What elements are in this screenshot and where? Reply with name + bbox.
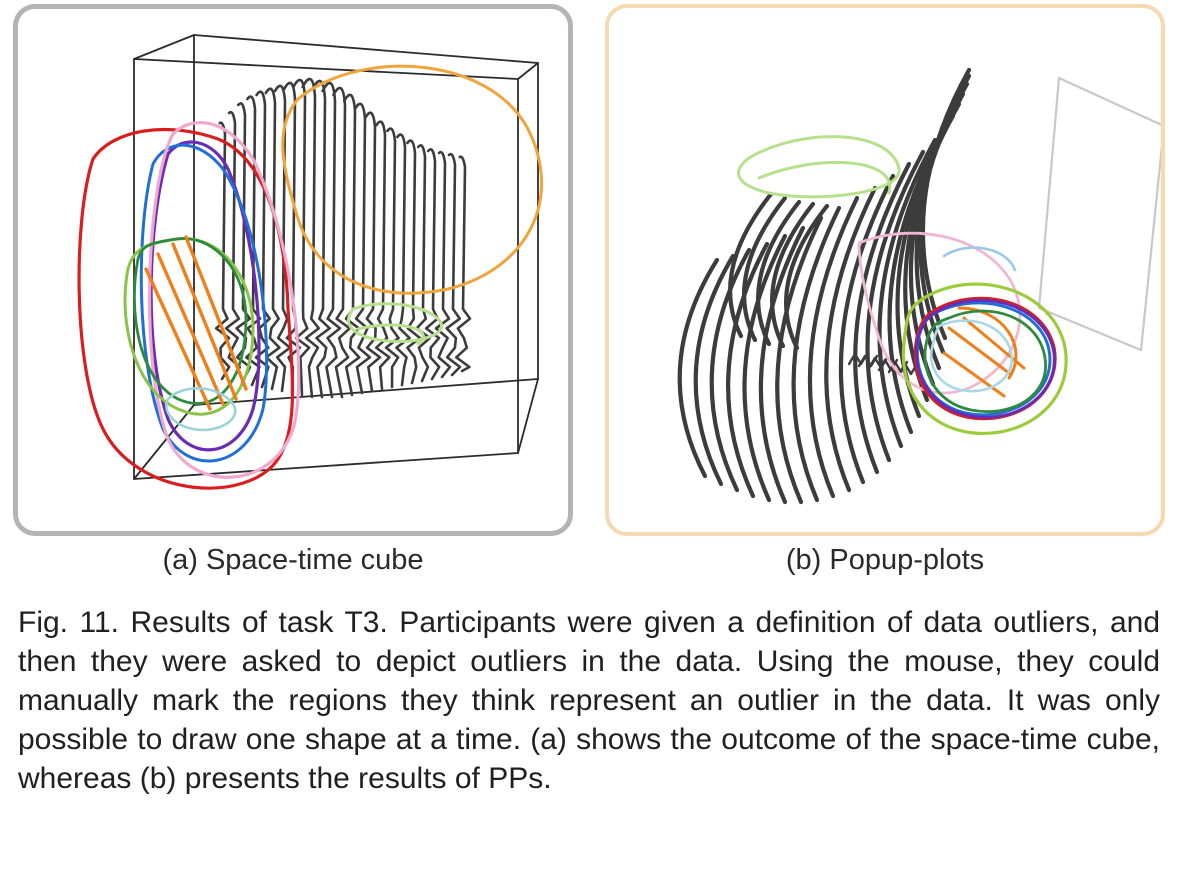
figure: (a) Space-time cube (b) Popup-plots Fig.…: [0, 0, 1178, 808]
panel-b-subcaption: (b) Popup-plots: [786, 544, 984, 577]
panel-a-svg: [18, 9, 573, 536]
figure-panels-row: (a) Space-time cube (b) Popup-plots: [0, 0, 1178, 585]
panel-a-frame: [13, 4, 573, 536]
figure-caption: Fig. 11. Results of task T3. Participant…: [0, 585, 1178, 808]
panel-a-subcaption: (a) Space-time cube: [162, 544, 423, 577]
panel-a: (a) Space-time cube: [6, 4, 580, 577]
panel-b-svg: [609, 8, 1165, 536]
panel-b: (b) Popup-plots: [598, 4, 1172, 577]
panel-b-frame: [605, 4, 1165, 536]
